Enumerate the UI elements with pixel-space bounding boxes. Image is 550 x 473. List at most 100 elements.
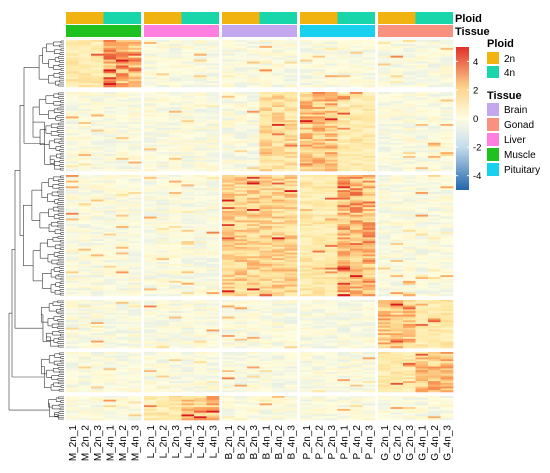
heatmap-cell <box>156 273 170 276</box>
heatmap-cell <box>169 61 182 64</box>
heatmap-cell <box>169 316 182 319</box>
heatmap-cell <box>156 284 170 287</box>
heatmap-cell <box>337 214 351 217</box>
heatmap-cell <box>390 105 404 108</box>
heatmap-cell <box>259 271 273 274</box>
heatmap-cell <box>300 273 313 276</box>
heatmap-cell <box>312 201 326 204</box>
heatmap-cell <box>206 45 220 49</box>
heatmap-cell <box>169 167 182 170</box>
heatmap-cell <box>259 278 273 282</box>
heatmap-cell <box>312 282 326 285</box>
heatmap-cell <box>300 167 313 170</box>
heatmap-cell <box>91 243 104 246</box>
heatmap-cell <box>91 229 104 233</box>
heatmap-cell <box>144 209 157 212</box>
heatmap-cell <box>222 108 235 112</box>
heatmap-cell <box>169 63 182 66</box>
heatmap-cell <box>234 288 248 291</box>
heatmap-cell <box>222 201 235 204</box>
heatmap-cell <box>403 294 416 297</box>
heatmap-cell <box>181 114 195 117</box>
heatmap-cell <box>181 178 195 181</box>
heatmap-cell <box>103 280 117 284</box>
heatmap-cell <box>403 163 416 166</box>
heatmap-cell <box>206 325 220 328</box>
heatmap-cell <box>222 271 235 274</box>
heatmap-cell <box>428 260 441 263</box>
heatmap-cell <box>78 71 92 74</box>
heatmap-cell <box>78 309 92 312</box>
heatmap-cell <box>66 239 79 242</box>
heatmap-cell <box>312 267 326 270</box>
heatmap-cell <box>415 284 429 287</box>
heatmap-cell <box>91 41 104 45</box>
heatmap-cell <box>194 309 207 312</box>
heatmap-cell <box>312 312 326 316</box>
heatmap-cell <box>390 97 404 100</box>
heatmap-cell <box>78 167 92 170</box>
heatmap-cell <box>247 137 260 140</box>
heatmap-cell <box>194 331 207 334</box>
heatmap-cell <box>156 239 170 242</box>
heatmap-cell <box>350 290 363 293</box>
heatmap-cell <box>247 246 260 250</box>
heatmap-cell <box>350 135 363 138</box>
heatmap-cell <box>206 101 220 104</box>
heatmap-cell <box>156 61 170 64</box>
heatmap-cell <box>116 95 129 98</box>
heatmap-cell <box>78 49 92 53</box>
heatmap-cell <box>78 69 92 72</box>
heatmap-cell <box>312 324 326 327</box>
heatmap-cell <box>78 227 92 231</box>
heatmap-cell <box>325 142 338 145</box>
heatmap-cell <box>300 267 313 270</box>
heatmap-cell <box>222 190 235 193</box>
heatmap-cell <box>284 243 298 246</box>
heatmap-cell <box>350 122 363 125</box>
heatmap-cell <box>350 95 363 98</box>
heatmap-cell <box>325 167 338 170</box>
heatmap-cell <box>103 139 117 142</box>
heatmap-cell <box>362 303 376 306</box>
heatmap-cell <box>91 263 104 267</box>
heatmap-cell <box>66 220 79 223</box>
heatmap-cell <box>362 286 376 289</box>
heatmap-cell <box>234 135 248 138</box>
heatmap-cell <box>350 243 363 246</box>
heatmap-cell <box>194 131 207 134</box>
heatmap-cell <box>91 83 104 86</box>
heatmap-cell <box>156 150 170 153</box>
heatmap-cell <box>325 146 338 149</box>
heatmap-cell <box>91 292 104 295</box>
heatmap-cell <box>284 161 298 164</box>
heatmap-cell <box>378 178 391 181</box>
heatmap-cell <box>144 186 157 189</box>
heatmap-cell <box>378 288 391 291</box>
heatmap-cell <box>234 197 248 200</box>
heatmap-cell <box>312 290 326 293</box>
heatmap-cell <box>66 331 79 334</box>
heatmap-cell <box>144 250 157 253</box>
heatmap-cell <box>169 129 182 132</box>
heatmap-cell <box>362 73 376 76</box>
heatmap-cell <box>350 312 363 316</box>
heatmap-cell <box>272 51 285 55</box>
heatmap-cell <box>284 216 298 219</box>
heatmap-cell <box>378 122 391 125</box>
heatmap-cell <box>144 243 157 246</box>
heatmap-cell <box>103 309 117 312</box>
heatmap-cell <box>440 324 454 327</box>
heatmap-cell <box>156 316 170 319</box>
heatmap-cell <box>116 79 129 82</box>
heatmap-cell <box>78 125 92 129</box>
heatmap-cell <box>259 309 273 312</box>
heatmap-cell <box>247 312 260 316</box>
heatmap-cell <box>272 237 285 240</box>
heatmap-cell <box>144 237 157 240</box>
heatmap-cell <box>247 322 260 325</box>
heatmap-cell <box>259 312 273 316</box>
heatmap-cell <box>128 269 142 272</box>
heatmap-cell <box>259 140 273 144</box>
heatmap-cell <box>284 51 298 55</box>
